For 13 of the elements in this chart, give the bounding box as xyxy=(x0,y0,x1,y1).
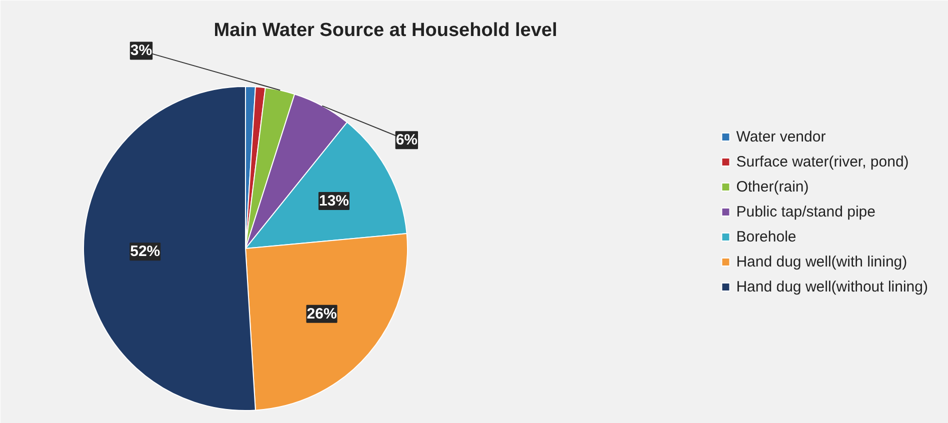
legend-label: Borehole xyxy=(736,228,796,245)
legend-label: Hand dug well(with lining) xyxy=(736,253,908,270)
data-label: 13% xyxy=(318,192,350,210)
legend-label: Surface water(river, pond) xyxy=(736,153,909,170)
legend-label: Hand dug well(without lining) xyxy=(736,278,928,295)
legend-label: Public tap/stand pipe xyxy=(736,203,876,220)
chart-title: Main Water Source at Household level xyxy=(214,20,558,41)
legend-label: Other(rain) xyxy=(736,178,809,195)
legend-label: Water vendor xyxy=(736,128,826,145)
data-label: 26% xyxy=(306,305,337,322)
data-label: 3% xyxy=(130,42,152,60)
data-label: 52% xyxy=(130,243,160,260)
data-label: 6% xyxy=(396,132,418,149)
